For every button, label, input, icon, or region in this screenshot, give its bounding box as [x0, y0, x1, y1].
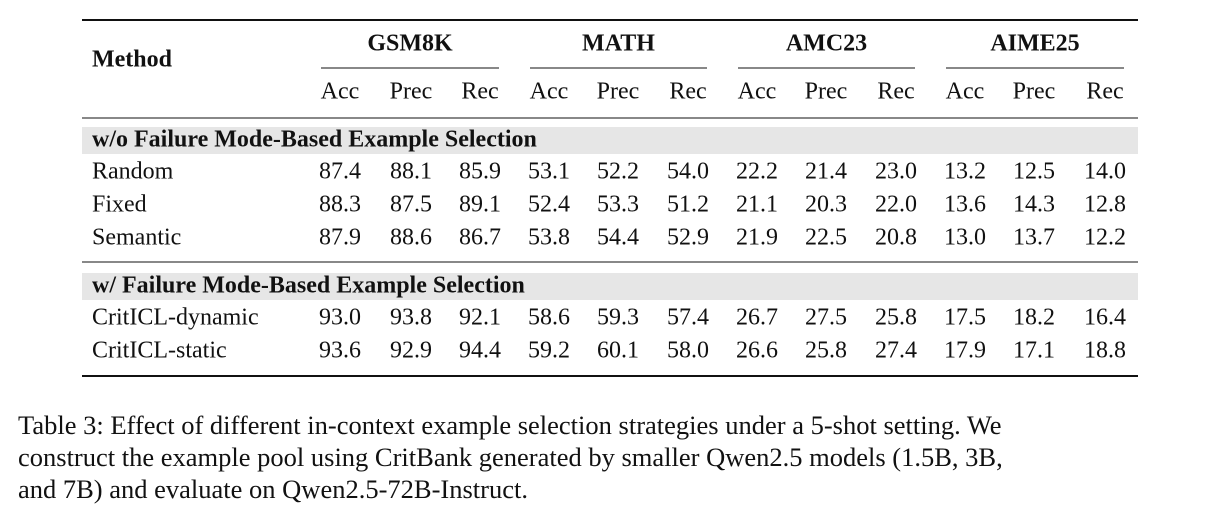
metric-header: Rec [1086, 79, 1123, 105]
cell: 87.9 [319, 225, 361, 251]
cell: 25.8 [875, 305, 917, 331]
cell: 21.9 [736, 225, 778, 251]
cell: 88.1 [390, 159, 432, 185]
cell: 21.1 [736, 192, 778, 218]
metric-header: Prec [1013, 79, 1056, 105]
cell: 27.4 [875, 338, 917, 364]
caption-line: Table 3: Effect of different in-context … [18, 410, 1002, 440]
cell: 17.5 [944, 305, 986, 331]
group-header: MATH [582, 31, 655, 57]
row-label: Semantic [92, 225, 181, 251]
cell: 94.4 [459, 338, 501, 364]
cell: 53.3 [597, 192, 639, 218]
cell: 54.4 [597, 225, 639, 251]
metric-header: Acc [321, 79, 360, 105]
cell: 13.6 [944, 192, 986, 218]
cell: 87.5 [390, 192, 432, 218]
row-label: Random [92, 159, 174, 185]
cell: 20.3 [805, 192, 847, 218]
cell: 92.9 [390, 338, 432, 364]
metric-header: Acc [738, 79, 777, 105]
metric-header: Rec [669, 79, 706, 105]
cell: 22.0 [875, 192, 917, 218]
metric-header: Rec [461, 79, 498, 105]
metric-header: Acc [946, 79, 985, 105]
group-header: GSM8K [367, 31, 453, 57]
cell: 17.1 [1013, 338, 1055, 364]
cell: 16.4 [1084, 305, 1126, 331]
metric-header: Acc [530, 79, 569, 105]
section-title: w/o Failure Mode-Based Example Selection [92, 127, 537, 153]
group-header: AIME25 [990, 31, 1079, 57]
metric-header: Prec [805, 79, 848, 105]
cell: 25.8 [805, 338, 847, 364]
method-header: Method [92, 47, 173, 73]
cell: 12.8 [1084, 192, 1126, 218]
caption-line: and 7B) and evaluate on Qwen2.5-72B-Inst… [18, 474, 528, 504]
cell: 59.3 [597, 305, 639, 331]
cell: 22.2 [736, 159, 778, 185]
cell: 18.8 [1084, 338, 1126, 364]
cell: 60.1 [597, 338, 639, 364]
section-band [82, 127, 1138, 154]
cell: 12.5 [1013, 159, 1055, 185]
cell: 13.0 [944, 225, 986, 251]
cell: 22.5 [805, 225, 847, 251]
cell: 53.1 [528, 159, 570, 185]
row-label: Fixed [92, 192, 147, 218]
cell: 86.7 [459, 225, 501, 251]
cell: 58.0 [667, 338, 709, 364]
metric-header: Rec [877, 79, 914, 105]
row-label: CritICL-static [92, 338, 227, 364]
cell: 26.6 [736, 338, 778, 364]
cell: 13.2 [944, 159, 986, 185]
cell: 88.6 [390, 225, 432, 251]
cell: 13.7 [1013, 225, 1055, 251]
cell: 92.1 [459, 305, 501, 331]
metric-header: Prec [390, 79, 433, 105]
cell: 14.3 [1013, 192, 1055, 218]
metric-header: Prec [597, 79, 640, 105]
cell: 18.2 [1013, 305, 1055, 331]
section-band [82, 273, 1138, 300]
cell: 52.9 [667, 225, 709, 251]
cell: 12.2 [1084, 225, 1126, 251]
cell: 88.3 [319, 192, 361, 218]
cell: 87.4 [319, 159, 361, 185]
caption-line: construct the example pool using CritBan… [18, 442, 1003, 472]
cell: 57.4 [667, 305, 709, 331]
cell: 93.0 [319, 305, 361, 331]
cell: 54.0 [667, 159, 709, 185]
cell: 93.8 [390, 305, 432, 331]
cell: 52.4 [528, 192, 570, 218]
cell: 93.6 [319, 338, 361, 364]
cell: 27.5 [805, 305, 847, 331]
cell: 51.2 [667, 192, 709, 218]
row-label: CritICL-dynamic [92, 305, 259, 331]
cell: 53.8 [528, 225, 570, 251]
cell: 23.0 [875, 159, 917, 185]
cell: 85.9 [459, 159, 501, 185]
cell: 17.9 [944, 338, 986, 364]
cell: 14.0 [1084, 159, 1126, 185]
group-header: AMC23 [786, 31, 867, 57]
cell: 20.8 [875, 225, 917, 251]
cell: 89.1 [459, 192, 501, 218]
cell: 52.2 [597, 159, 639, 185]
cell: 21.4 [805, 159, 847, 185]
cell: 58.6 [528, 305, 570, 331]
cell: 26.7 [736, 305, 778, 331]
section-title: w/ Failure Mode-Based Example Selection [92, 273, 525, 299]
cell: 59.2 [528, 338, 570, 364]
